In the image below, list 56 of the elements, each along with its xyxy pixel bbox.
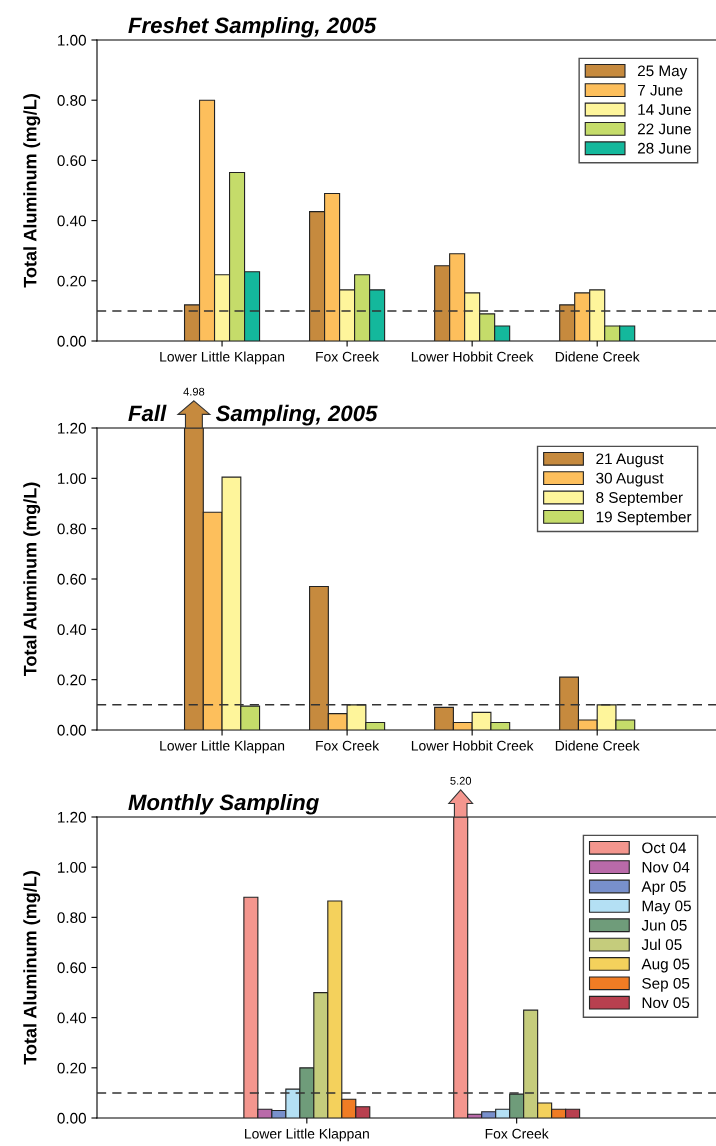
legend-label: Jul 05: [641, 938, 682, 951]
legend-label: Jun 05: [641, 919, 687, 931]
y-tick-label: 0.60: [57, 573, 86, 585]
legend-label: 25 May: [637, 65, 688, 80]
y-axis-title: Total Aluminum (mg/L): [23, 482, 41, 677]
x-tick-label: Lower Little Klappan: [160, 351, 285, 365]
text: 4.98: [183, 387, 205, 396]
legend-label: Aug 05: [641, 958, 690, 973]
legend-label: 14 June: [638, 104, 691, 115]
y-tick-label: 1.20: [58, 811, 86, 823]
y-tick-label: 0.40: [57, 215, 86, 227]
y-tick-label: 0.20: [57, 674, 86, 686]
y-tick-label: 0.00: [57, 335, 86, 347]
x-tick-label: Fox Creek: [485, 1128, 549, 1139]
y-tick-label: 0.80: [57, 523, 86, 535]
chart-title: Fall Sampling, 2005: [128, 404, 378, 426]
legend-label: 28 June: [637, 142, 691, 154]
x-tick-label: Lower Little Klappan: [160, 740, 285, 754]
x-tick-label: Lower Hobbit Creek: [411, 740, 534, 751]
y-tick-label: 1.00: [58, 34, 86, 46]
legend-label: Oct 04: [642, 842, 687, 854]
chart-title: Monthly Sampling: [128, 793, 319, 815]
legend-label: 22 June: [637, 123, 691, 135]
y-tick-label: 1.20: [58, 422, 86, 434]
legend-label: 7 June: [637, 84, 683, 96]
y-axis-title: Total Aluminum (mg/L): [23, 871, 41, 1065]
legend-label: 8 September: [596, 491, 683, 506]
y-tick-label: 0.40: [57, 624, 86, 636]
x-tick-label: Didene Creek: [555, 740, 640, 751]
y-tick-label: 0.60: [57, 962, 86, 974]
y-tick-label: 1.00: [58, 473, 86, 485]
y-tick-label: 0.40: [57, 1012, 86, 1024]
y-tick-label: 0.80: [57, 95, 86, 106]
y-tick-label: 0.00: [57, 724, 86, 736]
y-tick-label: 0.20: [57, 275, 86, 287]
y-tick-label: 0.20: [57, 1062, 86, 1074]
y-tick-label: 0.00: [57, 1112, 86, 1124]
x-tick-label: Fox Creek: [316, 740, 380, 751]
legend-label: Nov 05: [642, 997, 690, 1009]
y-tick-label: 1.00: [58, 862, 86, 873]
legend-label: 19 September: [596, 511, 692, 526]
legend-label: Apr 05: [641, 881, 686, 895]
x-tick-label: Lower Hobbit Creek: [411, 351, 534, 362]
text: 5.20: [450, 776, 472, 785]
x-tick-label: Lower Little Klappan: [245, 1128, 369, 1142]
y-axis-title: Total Aluminum (mg/L): [23, 94, 41, 288]
legend-label: Nov 04: [642, 861, 690, 873]
y-tick-label: 0.60: [57, 155, 86, 167]
x-tick-label: Fox Creek: [316, 351, 380, 362]
legend-label: Sep 05: [642, 977, 690, 992]
legend-label: 30 August: [596, 472, 664, 487]
x-tick-label: Didene Creek: [555, 351, 640, 362]
chart-title: Freshet Sampling, 2005: [128, 16, 377, 38]
legend-label: May 05: [642, 900, 691, 915]
legend-label: 21 August: [596, 453, 664, 468]
y-tick-label: 0.80: [57, 912, 86, 924]
